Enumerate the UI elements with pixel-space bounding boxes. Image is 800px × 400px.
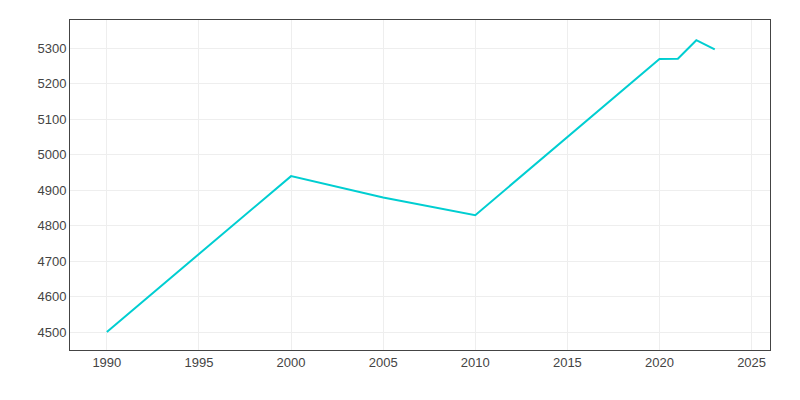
svg-text:2015: 2015 bbox=[553, 355, 582, 370]
svg-text:5100: 5100 bbox=[37, 112, 66, 127]
svg-text:4900: 4900 bbox=[37, 183, 66, 198]
svg-text:4700: 4700 bbox=[37, 254, 66, 269]
svg-text:2005: 2005 bbox=[369, 355, 398, 370]
svg-text:4800: 4800 bbox=[37, 218, 66, 233]
svg-text:1995: 1995 bbox=[184, 355, 213, 370]
svg-text:2020: 2020 bbox=[645, 355, 674, 370]
svg-text:5300: 5300 bbox=[37, 41, 66, 56]
svg-text:4500: 4500 bbox=[37, 325, 66, 340]
svg-text:2025: 2025 bbox=[737, 355, 766, 370]
svg-text:5200: 5200 bbox=[37, 76, 66, 91]
svg-text:5000: 5000 bbox=[37, 147, 66, 162]
svg-text:1990: 1990 bbox=[92, 355, 121, 370]
svg-text:4600: 4600 bbox=[37, 289, 66, 304]
svg-text:2000: 2000 bbox=[277, 355, 306, 370]
svg-text:2010: 2010 bbox=[461, 355, 490, 370]
